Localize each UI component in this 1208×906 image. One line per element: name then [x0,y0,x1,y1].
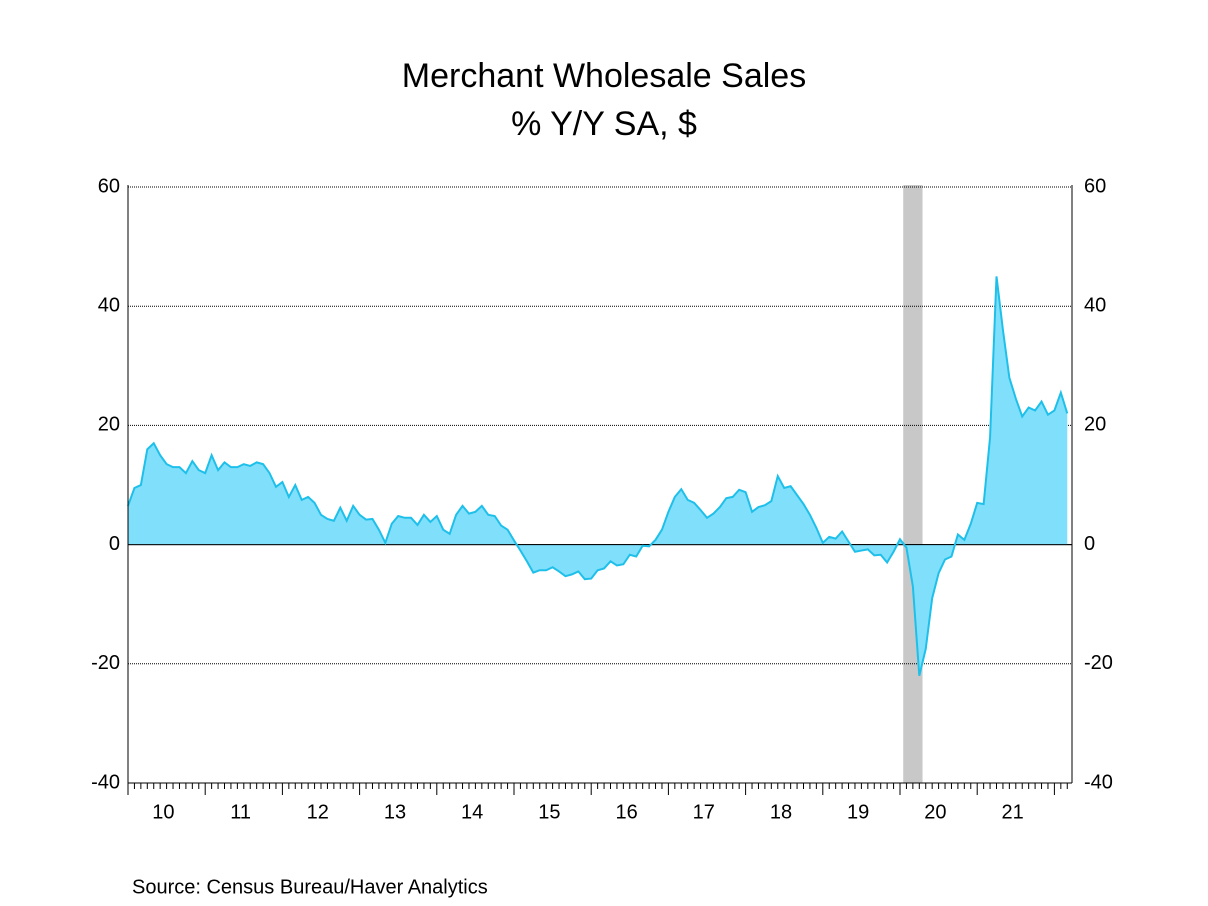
y2-tick-label: 20 [1084,414,1106,436]
x-tick-label: 15 [538,801,560,823]
chart-subtitle: % Y/Y SA, $ [511,105,697,143]
x-tick-label: 18 [770,801,792,823]
y-tick-label: -20 [91,652,120,674]
y2-tick-label: -20 [1084,652,1113,674]
y2-tick-label: 0 [1084,533,1095,555]
line [127,276,1069,676]
y-tick-label: 20 [98,414,120,436]
x-tick-label: 21 [1001,801,1023,823]
x-tick-label: 17 [693,801,715,823]
x-tick-label: 14 [461,801,483,823]
area [128,276,1068,676]
x-tick-label: 16 [615,801,637,823]
x-tick-label: 11 [230,801,251,823]
y2-tick-label: 60 [1084,175,1106,197]
y2-tick-label: -40 [1084,771,1113,793]
y-tick-label: 60 [98,175,120,197]
recession-band [903,185,923,783]
source-note: Source: Census Bureau/Haver Analytics [132,876,488,898]
x-tick-label: 12 [307,801,329,823]
y2-tick-label: 40 [1084,294,1106,316]
chart-title: Merchant Wholesale Sales [402,57,806,95]
x-tick-label: 19 [847,801,869,823]
y-tick-label: -40 [91,771,120,793]
x-tick-label: 13 [384,801,406,823]
x-tick-label: 10 [152,801,174,823]
y-tick-label: 40 [98,294,120,316]
y-tick-label: 0 [109,533,120,555]
x-tick-label: 20 [924,801,946,823]
